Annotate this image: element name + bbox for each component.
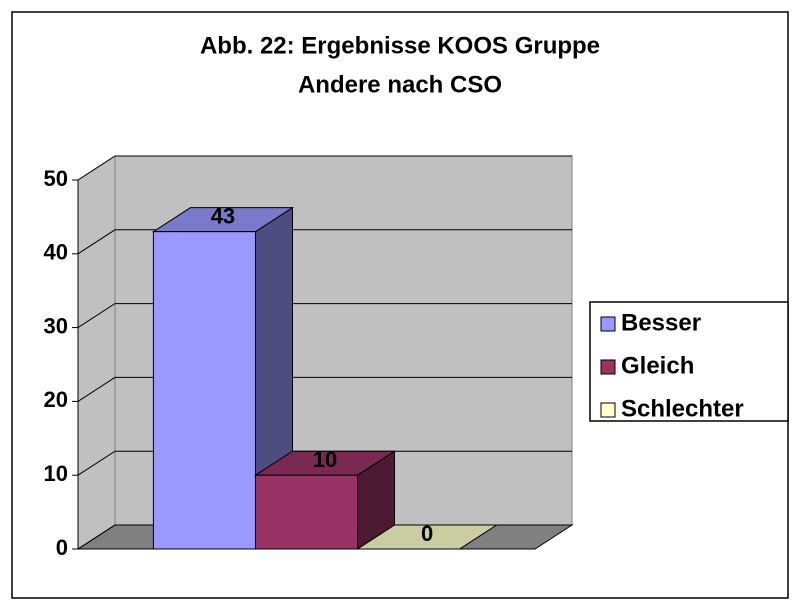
y-tick-label: 0 bbox=[56, 535, 68, 560]
legend: Besser Gleich Schlechter bbox=[589, 301, 789, 422]
side-wall bbox=[77, 155, 116, 550]
grid-line bbox=[77, 450, 572, 476]
grid-line bbox=[77, 303, 572, 329]
legend-label: Schlechter bbox=[621, 395, 744, 422]
y-tick-label: 40 bbox=[44, 240, 68, 265]
legend-label: Besser bbox=[621, 309, 701, 336]
y-tick-label: 30 bbox=[44, 313, 68, 338]
grid-line bbox=[77, 155, 572, 181]
chart-title: Abb. 22: Ergebnisse KOOS Gruppe bbox=[200, 32, 600, 59]
grid-line bbox=[77, 376, 572, 402]
legend-swatch bbox=[600, 359, 616, 375]
legend-swatch bbox=[600, 402, 616, 418]
y-tick-label: 10 bbox=[44, 461, 68, 486]
data-label: 10 bbox=[313, 447, 337, 472]
data-label: 0 bbox=[421, 521, 433, 546]
y-tick-label: 50 bbox=[44, 166, 68, 191]
grid-line bbox=[77, 229, 572, 255]
plot-area: 0 10 20 30 40 50 43 10 0 bbox=[44, 155, 574, 560]
bar bbox=[355, 524, 499, 550]
bar-top bbox=[355, 524, 499, 550]
bar bbox=[253, 450, 397, 550]
data-label: 43 bbox=[211, 203, 235, 228]
legend-label: Gleich bbox=[621, 352, 694, 379]
bar-front bbox=[152, 231, 256, 550]
bar-front bbox=[254, 474, 359, 550]
legend-box bbox=[589, 301, 789, 422]
y-tick-label: 20 bbox=[44, 387, 68, 412]
legend-swatch bbox=[600, 316, 616, 332]
chart-title: Andere nach CSO bbox=[298, 71, 502, 98]
